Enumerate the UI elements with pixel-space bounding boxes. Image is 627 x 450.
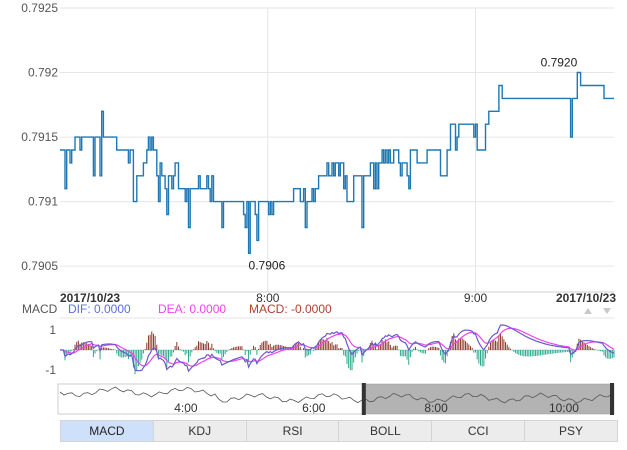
- macd-value-label: MACD: -0.0000: [249, 302, 332, 316]
- y-tick-label: 0.7905: [21, 259, 58, 273]
- x-end-label: 2017/10/23: [556, 291, 616, 305]
- scroll-down-icon: [603, 308, 611, 314]
- indicator-tabs: MACD KDJ RSI BOLL CCI PSY: [60, 420, 618, 442]
- macd-legend-name: MACD: [22, 302, 58, 316]
- x-tick-label: 8:00: [256, 291, 280, 305]
- macd-dif-label: DIF: 0.0000: [68, 302, 131, 316]
- navigator-selection: [363, 384, 614, 414]
- navigator-tick-label: 10:00: [549, 401, 579, 415]
- x-start-label: 2017/10/23: [60, 291, 120, 305]
- price-annotations: 0.7920 0.7906: [249, 56, 578, 273]
- time-axis: 8:00 9:00 2017/10/23 2017/10/23: [60, 291, 616, 305]
- x-tick-label: 9:00: [464, 291, 488, 305]
- dif-line: [60, 324, 615, 373]
- price-y-ticks: 0.7925 0.792 0.7915 0.791 0.7905: [21, 1, 58, 273]
- range-navigator[interactable]: 4:00 6:00 8:00 10:00: [57, 383, 615, 415]
- macd-panel: MACD DIF: 0.0000 DEA: 0.0000 MACD: -0.0000 1…: [22, 302, 615, 377]
- y-tick-label: 0.7915: [21, 130, 58, 144]
- navigator-tick-label: 8:00: [424, 401, 448, 415]
- macd-dea-label: DEA: 0.0000: [158, 302, 226, 316]
- navigator-tick-label: 6:00: [302, 401, 326, 415]
- tab-macd[interactable]: MACD: [61, 421, 154, 441]
- macd-tick-label: -1: [45, 363, 56, 377]
- price-line: [60, 71, 614, 254]
- min-annotation: 0.7906: [249, 258, 286, 272]
- macd-tick-label: 1: [49, 323, 56, 337]
- tab-boll[interactable]: BOLL: [339, 421, 433, 441]
- y-tick-label: 0.791: [28, 195, 58, 209]
- navigator-right-handle: [610, 383, 614, 415]
- navigator-tick-label: 4:00: [174, 401, 198, 415]
- max-annotation: 0.7920: [541, 56, 578, 70]
- navigator-trace: [59, 386, 613, 404]
- dea-line: [60, 327, 615, 367]
- tab-psy[interactable]: PSY: [525, 421, 617, 441]
- tab-kdj[interactable]: KDJ: [153, 421, 247, 441]
- y-tick-label: 0.7925: [21, 1, 58, 15]
- tab-rsi[interactable]: RSI: [246, 421, 340, 441]
- navigator-left-handle: [361, 383, 366, 415]
- price-grid: [60, 7, 614, 293]
- y-tick-label: 0.792: [28, 66, 58, 80]
- price-series-line: [60, 71, 614, 254]
- tab-cci[interactable]: CCI: [432, 421, 526, 441]
- scroll-up-icon: [584, 308, 592, 314]
